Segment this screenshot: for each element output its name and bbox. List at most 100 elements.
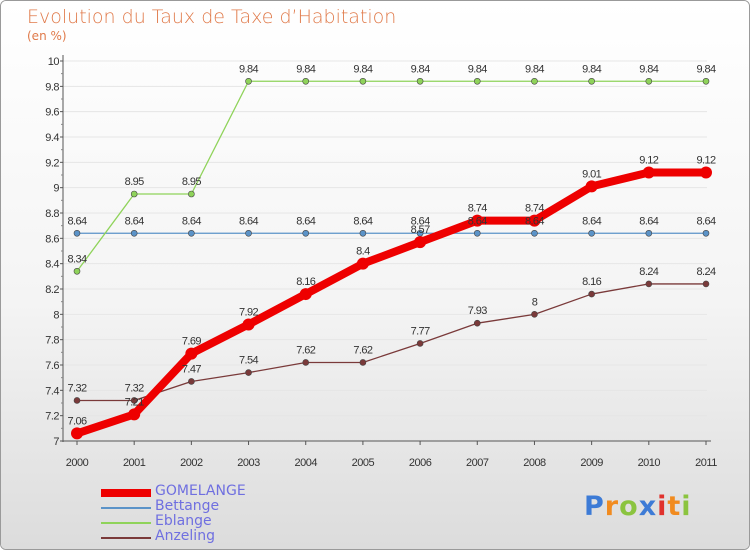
data-point bbox=[128, 408, 141, 421]
data-label: 8.64 bbox=[67, 215, 86, 227]
y-tick-label: 9.8 bbox=[45, 81, 59, 93]
x-tick-label: 2003 bbox=[237, 457, 260, 469]
data-label: 8 bbox=[532, 296, 538, 308]
data-label: 9.84 bbox=[239, 63, 258, 75]
data-point bbox=[471, 214, 484, 227]
series-line-eblange bbox=[76, 80, 707, 272]
x-tick-label: 2002 bbox=[180, 457, 203, 469]
y-tick-label: 7.6 bbox=[45, 360, 59, 372]
y-tick-label: 7.8 bbox=[45, 335, 59, 347]
data-point bbox=[416, 340, 424, 347]
data-point bbox=[531, 77, 538, 85]
data-point bbox=[473, 319, 481, 327]
logo-letter: i bbox=[681, 491, 692, 522]
data-label: 8.64 bbox=[468, 215, 487, 227]
data-label: 8.64 bbox=[125, 215, 144, 227]
y-tick-label: 10 bbox=[48, 56, 60, 68]
data-point bbox=[299, 288, 312, 301]
data-label: 7.62 bbox=[296, 344, 315, 356]
data-point bbox=[130, 397, 138, 404]
y-tick-label: 9 bbox=[53, 183, 59, 195]
data-label: 8.74 bbox=[525, 203, 544, 215]
y-tick-label: 7 bbox=[53, 436, 59, 448]
data-point bbox=[302, 77, 310, 85]
data-point bbox=[73, 267, 81, 275]
data-label: 8.64 bbox=[525, 215, 544, 227]
data-point bbox=[531, 229, 538, 237]
legend-label: GOMELANGE bbox=[155, 483, 246, 499]
data-point bbox=[588, 229, 595, 237]
data-point bbox=[645, 77, 653, 85]
data-label: 7.92 bbox=[239, 306, 258, 318]
y-tick-label: 8.6 bbox=[45, 233, 59, 245]
logo-letter: x bbox=[638, 491, 658, 522]
data-label: 7.21 bbox=[125, 396, 144, 408]
data-label: 9.84 bbox=[468, 63, 487, 75]
data-label: 9.84 bbox=[411, 63, 430, 75]
data-label: 8.95 bbox=[125, 176, 144, 188]
logo-letter: P bbox=[584, 491, 605, 522]
y-tick-label: 9.2 bbox=[45, 157, 59, 169]
data-point bbox=[71, 427, 83, 440]
x-tick-label: 2011 bbox=[695, 457, 717, 469]
data-label: 8.24 bbox=[639, 266, 658, 278]
y-tick-label: 7.4 bbox=[45, 385, 59, 397]
legend-swatch bbox=[101, 507, 151, 509]
data-label: 8.64 bbox=[696, 215, 715, 227]
data-point bbox=[645, 229, 653, 237]
data-point bbox=[359, 229, 367, 237]
data-point bbox=[302, 229, 310, 237]
y-tick-label: 8.8 bbox=[45, 208, 59, 220]
data-point bbox=[700, 166, 712, 179]
data-label: 7.62 bbox=[353, 344, 372, 356]
data-point bbox=[702, 280, 710, 288]
data-label: 7.93 bbox=[468, 305, 487, 317]
data-label: 9.84 bbox=[696, 63, 715, 75]
data-point bbox=[531, 311, 538, 318]
data-label: 7.54 bbox=[239, 355, 258, 367]
data-point bbox=[588, 290, 595, 298]
data-label: 8.57 bbox=[411, 224, 430, 236]
data-point bbox=[302, 359, 310, 366]
x-tick-label: 2010 bbox=[638, 457, 661, 469]
data-point bbox=[188, 378, 195, 385]
data-point bbox=[359, 77, 367, 85]
data-point bbox=[585, 180, 598, 193]
data-point bbox=[130, 190, 138, 198]
data-point bbox=[473, 77, 481, 85]
data-point bbox=[73, 397, 81, 404]
legend-swatch bbox=[101, 522, 151, 524]
data-label: 7.47 bbox=[182, 363, 201, 375]
data-label: 7.69 bbox=[182, 336, 201, 348]
x-tick-label: 2006 bbox=[409, 457, 432, 469]
proxiti-logo: Proxiti bbox=[584, 491, 692, 522]
data-point bbox=[242, 318, 255, 331]
data-label: 8.24 bbox=[696, 266, 715, 278]
data-point bbox=[188, 229, 195, 237]
data-point bbox=[245, 369, 252, 376]
data-point bbox=[702, 77, 710, 85]
data-label: 8.95 bbox=[182, 176, 201, 188]
logo-letter: r bbox=[604, 491, 620, 522]
data-label: 7.32 bbox=[67, 382, 86, 394]
y-tick-label: 9.6 bbox=[45, 107, 59, 119]
data-label: 9.84 bbox=[525, 63, 544, 75]
data-label: 8.64 bbox=[353, 215, 372, 227]
data-label: 8.64 bbox=[239, 215, 258, 227]
data-label: 8.64 bbox=[582, 215, 601, 227]
data-label: 8.64 bbox=[296, 215, 315, 227]
data-label: 9.84 bbox=[639, 63, 658, 75]
chart-title: Evolution du Taux de Taxe d’Habitation bbox=[27, 6, 397, 28]
data-label: 9.01 bbox=[582, 168, 601, 180]
logo-letter: i bbox=[657, 491, 668, 522]
data-label: 8.64 bbox=[411, 215, 430, 227]
y-tick-label: 8 bbox=[53, 309, 59, 321]
data-point bbox=[416, 77, 424, 85]
data-label: 8.34 bbox=[67, 253, 86, 265]
chart-subtitle: (en %) bbox=[27, 29, 67, 43]
data-point bbox=[245, 77, 252, 85]
data-label: 9.84 bbox=[582, 63, 601, 75]
data-label: 9.84 bbox=[353, 63, 372, 75]
